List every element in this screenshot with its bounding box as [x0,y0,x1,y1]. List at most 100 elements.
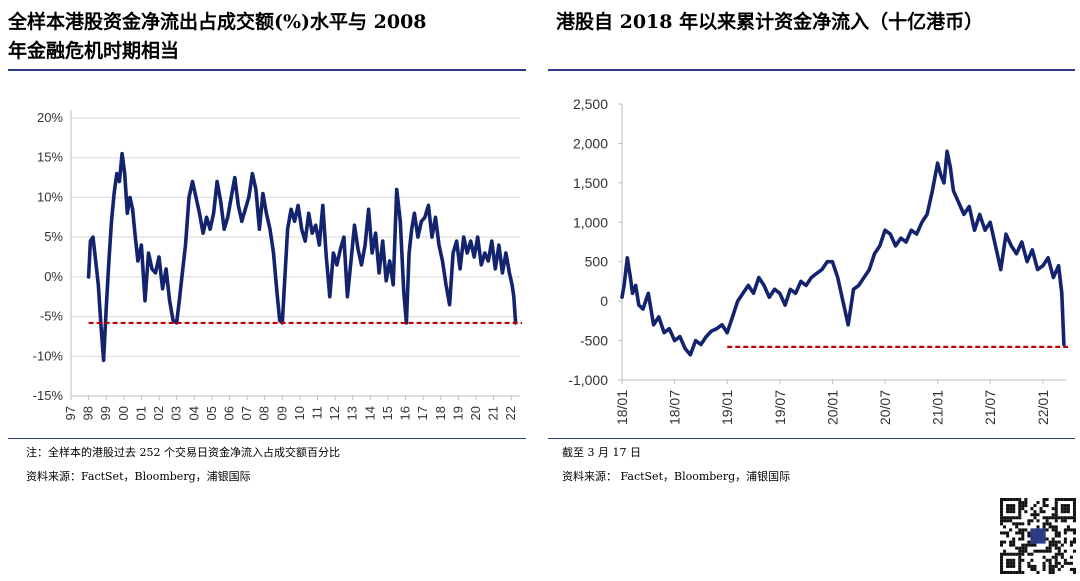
qr-module [1015,552,1019,556]
qr-module [1000,519,1004,523]
qr-module [1000,558,1004,562]
qr-module [1021,543,1025,547]
qr-module [1048,516,1052,520]
qr-module [1018,516,1022,520]
x-tick-label: 22/01 [1035,390,1051,425]
qr-module [1072,507,1076,511]
qr-module [1015,516,1019,520]
qr-module [1027,540,1031,544]
qr-module [1000,555,1004,559]
qr-module [1021,570,1025,574]
qr-module [1021,504,1025,508]
y-tick-label: 500 [585,254,609,270]
left-footer-rule [8,438,526,439]
qr-module [1060,498,1064,502]
x-tick-label: 21/01 [930,390,946,425]
qr-module [1057,516,1061,520]
x-tick-label: 19/01 [719,390,735,425]
qr-module [1000,531,1004,535]
qr-module [1024,549,1028,553]
qr-module [1009,543,1013,547]
qr-module [1018,546,1022,550]
qr-module [1063,519,1067,523]
qr-module [1054,507,1058,511]
qr-code-image [1000,498,1076,574]
qr-module [1072,519,1076,523]
y-tick-label: 1,500 [573,175,608,191]
qr-module [1003,516,1007,520]
qr-module [1051,543,1055,547]
qr-module [1018,528,1022,532]
qr-module [1057,540,1061,544]
qr-module [1066,528,1070,532]
qr-module [1060,555,1064,559]
qr-module [1057,498,1061,502]
qr-module [1042,501,1046,505]
qr-module [1018,567,1022,571]
qr-module [1054,555,1058,559]
x-tick-label: 21/07 [982,390,998,425]
qr-module [1012,543,1016,547]
qr-module [1045,558,1049,562]
qr-module [1054,510,1058,514]
y-tick-label: -5% [40,309,64,324]
qr-module [1066,516,1070,520]
qr-module [1003,552,1007,556]
qr-module [1072,501,1076,505]
qr-module [1057,567,1061,571]
qr-module [1042,564,1046,568]
qr-module [1048,522,1052,526]
qr-module [1033,513,1037,517]
left-title-line1: 全样本港股资金净流出占成交额(%)水平与 2008 [8,11,427,33]
qr-module [1012,510,1016,514]
qr-module [1006,504,1010,508]
qr-module [1066,525,1070,529]
qr-module [1027,552,1031,556]
right-note: 截至 3 月 17 日 [562,446,641,459]
qr-module [1015,546,1019,550]
qr-module [1045,519,1049,523]
qr-module [1030,552,1034,556]
qr-module [1060,516,1064,520]
qr-module [1072,510,1076,514]
x-tick-label: 03 [169,406,184,420]
qr-module [1048,525,1052,529]
qr-module [1012,540,1016,544]
series-line-cumulative-inflow [620,149,1066,357]
qr-module [1042,567,1046,571]
qr-module [1009,504,1013,508]
qr-module [1021,546,1025,550]
left-source: 资料来源：FactSet，Bloomberg，浦银国际 [26,470,251,483]
qr-module [1063,510,1067,514]
qr-module [1072,531,1076,535]
right-chart-title: 港股自 2018 年以来累计资金净流入（十亿港币） [556,8,1076,37]
qr-module [1000,510,1004,514]
qr-module [1027,522,1031,526]
qr-module [1021,507,1025,511]
qr-module [1000,507,1004,511]
qr-module [1048,561,1052,565]
qr-module [1063,528,1067,532]
qr-module [1021,528,1025,532]
qr-module [1069,567,1073,571]
qr-module [1054,540,1058,544]
qr-module [1018,507,1022,511]
qr-module [1012,564,1016,568]
qr-module [1024,501,1028,505]
qr-module [1069,528,1073,532]
qr-module [1009,507,1013,511]
qr-module [1018,558,1022,562]
qr-module [1063,537,1067,541]
qr-module [1036,549,1040,553]
qr-module [1021,537,1025,541]
qr-module [1030,519,1034,523]
qr-module [1003,549,1007,553]
qr-module [1036,501,1040,505]
series-line-net-inflow-ratio [86,151,518,363]
y-tick-label: 0 [600,293,608,309]
qr-module [1066,498,1070,502]
qr-module [1054,501,1058,505]
qr-module [1009,510,1013,514]
qr-module [1018,564,1022,568]
qr-module [1033,549,1037,553]
